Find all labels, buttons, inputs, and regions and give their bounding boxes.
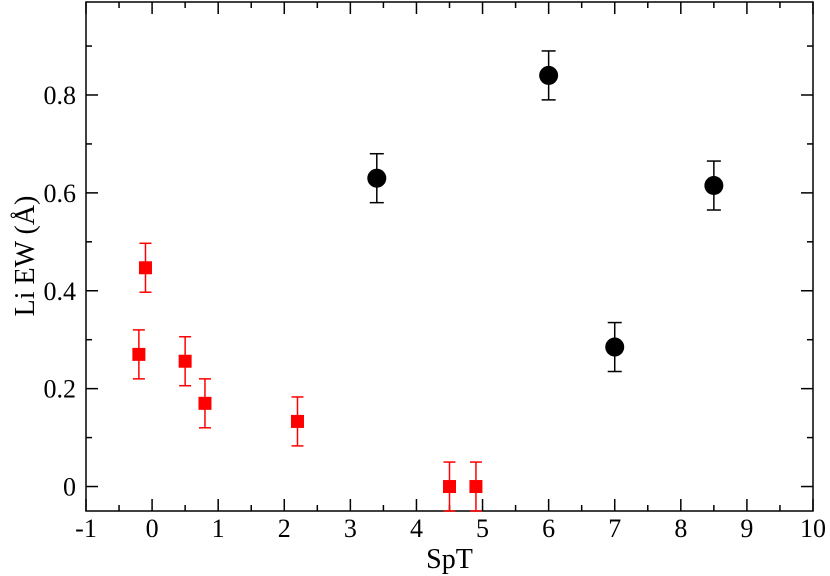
data-point-circle <box>704 176 724 196</box>
x-tick-label: 4 <box>410 514 423 543</box>
y-tick-label: 0.6 <box>44 179 77 208</box>
x-tick-label: 10 <box>800 514 826 543</box>
x-tick-label: -1 <box>75 514 97 543</box>
x-tick-label: 2 <box>278 514 291 543</box>
data-point-square <box>132 347 146 361</box>
x-tick-label: 5 <box>476 514 489 543</box>
x-tick-label: 6 <box>542 514 555 543</box>
y-axis-title: Li EW (Å) <box>10 196 41 317</box>
data-point-square <box>469 480 483 494</box>
data-point-circle <box>367 168 387 188</box>
data-point-square <box>198 396 212 410</box>
y-tick-label: 0.4 <box>44 277 77 306</box>
data-series <box>132 50 724 512</box>
data-point-circle <box>605 337 625 357</box>
x-tick-label: 9 <box>740 514 753 543</box>
data-point-square <box>178 354 192 368</box>
data-point-circle <box>539 65 559 85</box>
y-tick-label: 0.8 <box>44 81 77 110</box>
x-tick-label: 1 <box>212 514 225 543</box>
plot-frame <box>85 1 814 512</box>
x-tick-label: 7 <box>608 514 621 543</box>
y-axis-ticks: 0 0.2 0.4 0.6 0.8 <box>44 45 813 502</box>
data-point-square <box>138 261 152 275</box>
x-axis-ticks: -1 0 1 2 3 4 5 6 7 8 9 10 <box>75 2 826 543</box>
data-point-square <box>290 414 304 428</box>
x-tick-label: 8 <box>674 514 687 543</box>
data-point-square <box>443 480 456 494</box>
x-tick-label: 0 <box>146 514 159 543</box>
y-tick-label: 0.2 <box>44 375 77 404</box>
x-axis-title: SpT <box>426 544 473 575</box>
y-tick-label: 0 <box>63 473 76 502</box>
x-tick-label: 3 <box>344 514 357 543</box>
